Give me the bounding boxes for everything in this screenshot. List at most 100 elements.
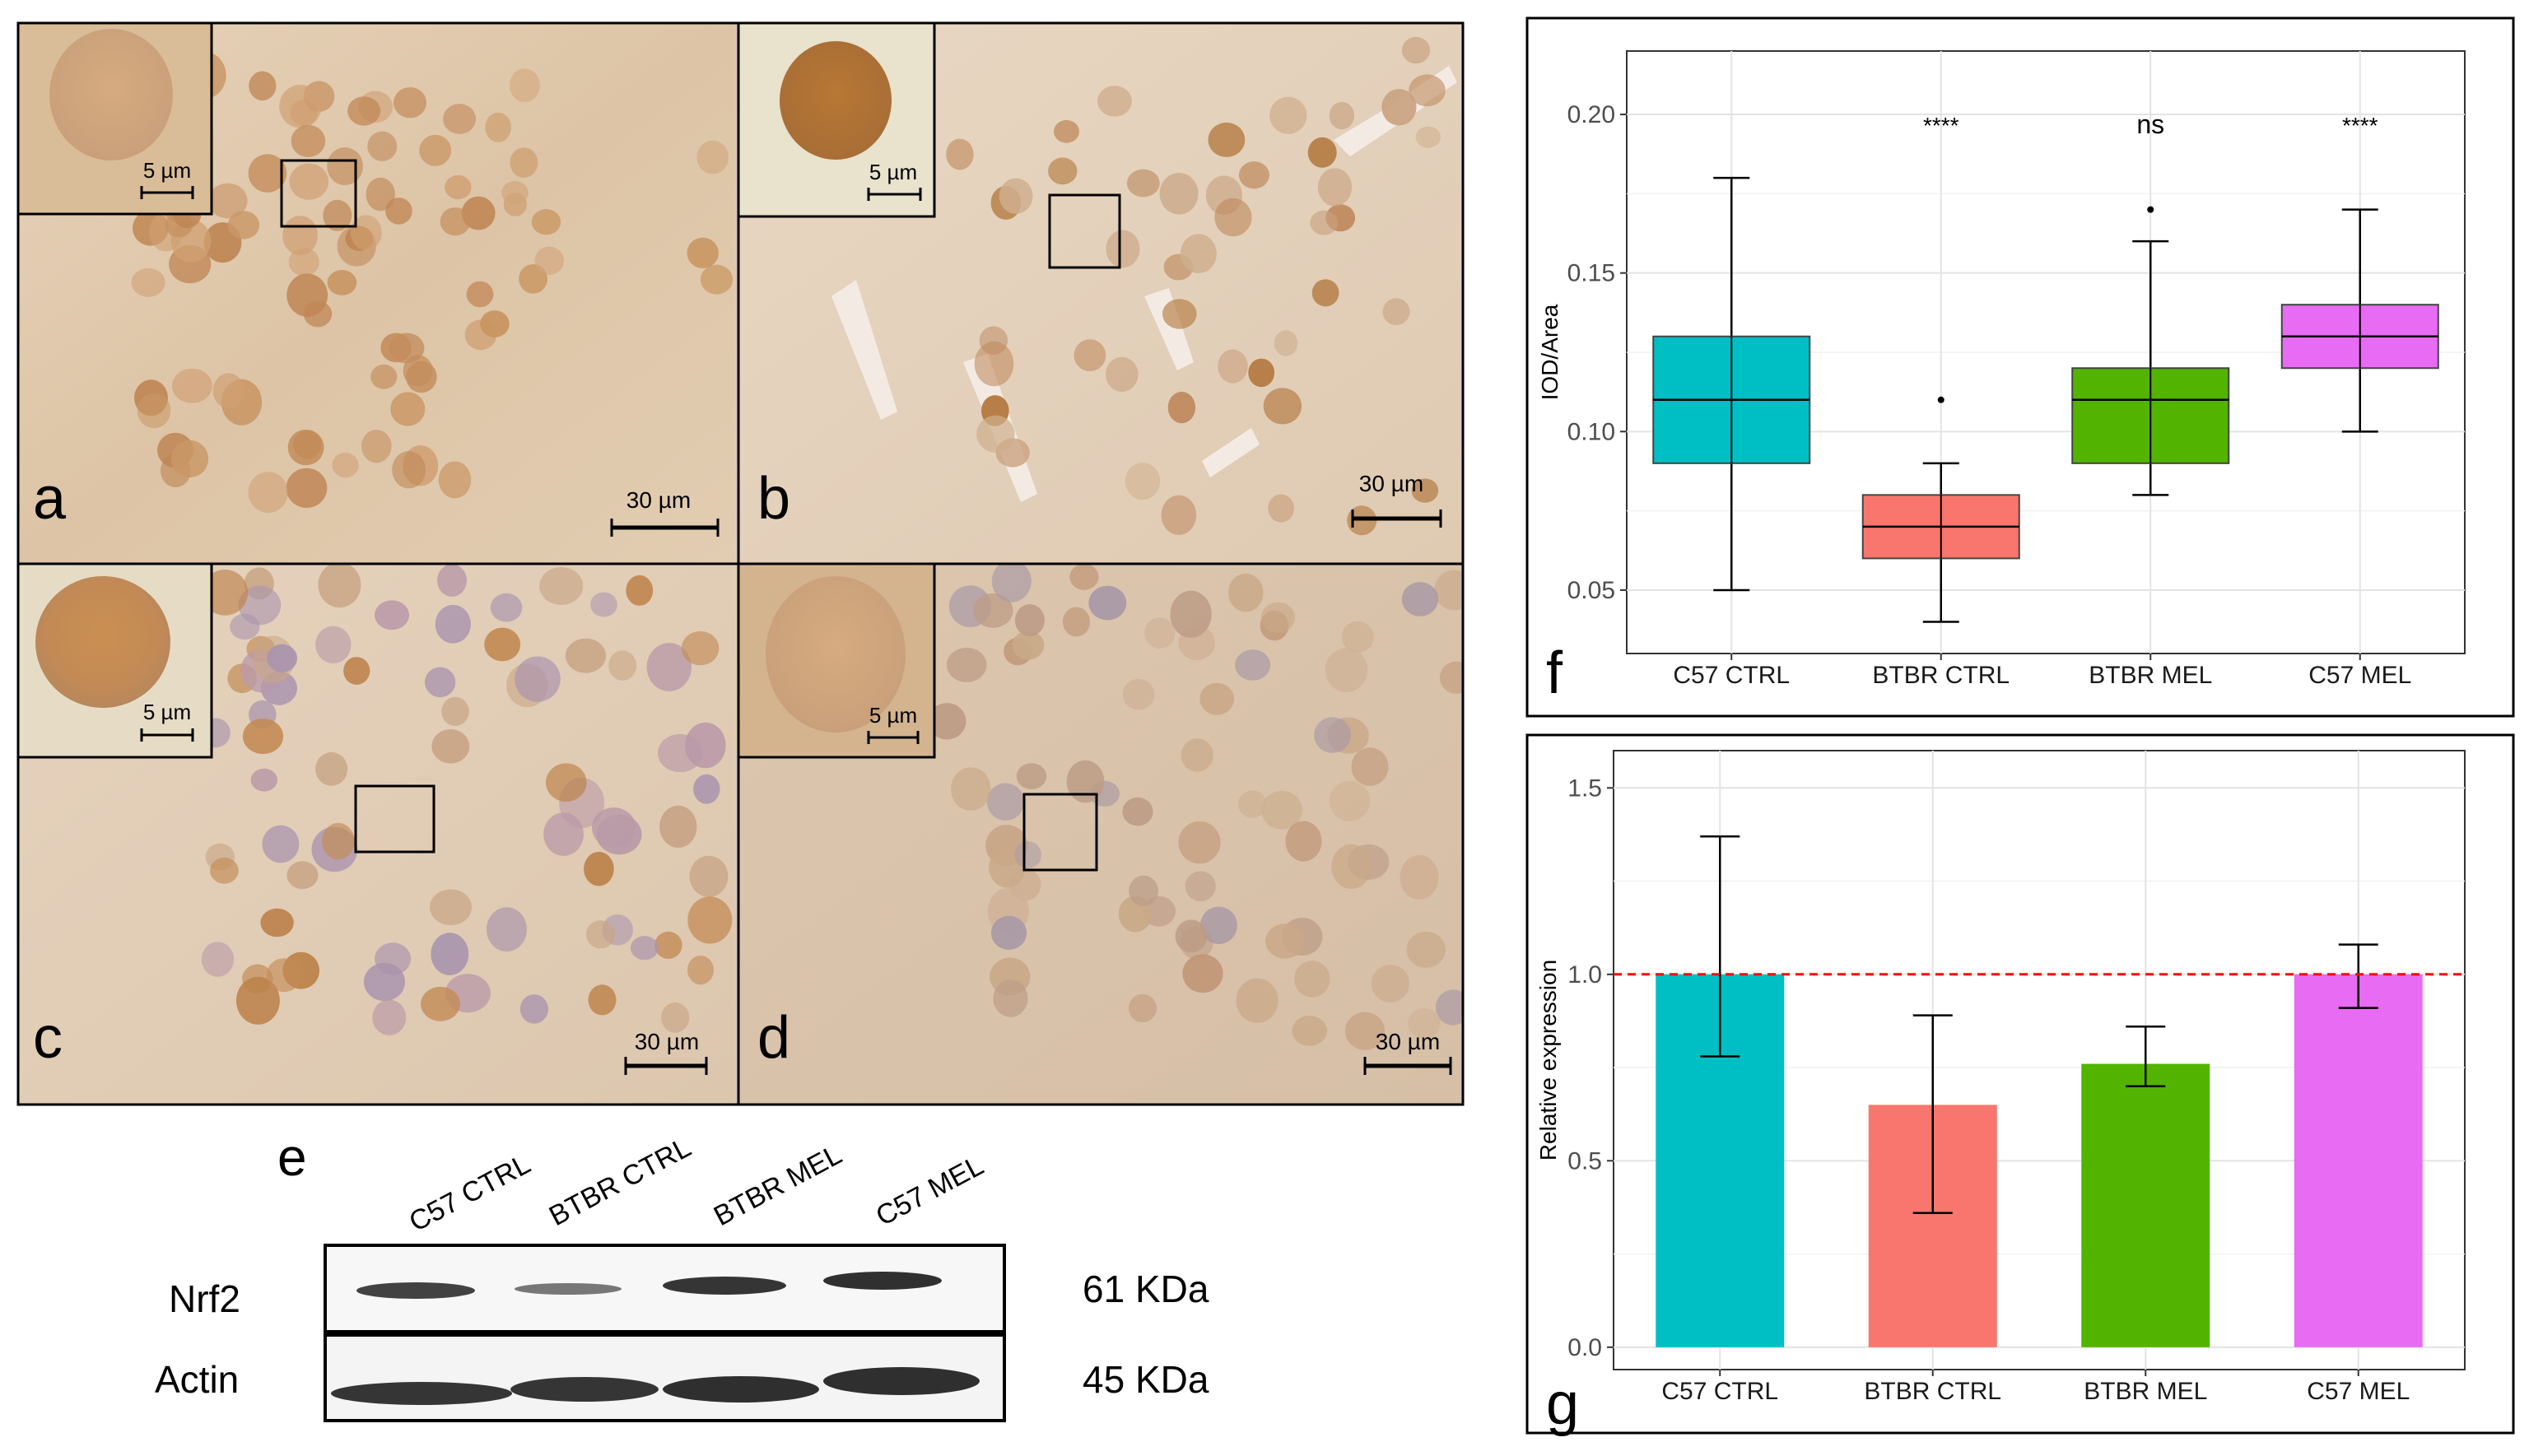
tissue-cell: [332, 452, 359, 478]
tissue-cell: [375, 600, 409, 630]
tissue-cell: [991, 564, 1032, 602]
chart-g-bar: [2081, 1063, 2210, 1347]
tissue-cell: [1274, 330, 1298, 356]
tissue-cell: [202, 570, 249, 616]
tissue-cell: [230, 613, 260, 640]
tissue-cell: [343, 657, 370, 685]
tissue-cell: [1314, 717, 1351, 753]
tissue-cell: [519, 994, 549, 1024]
tissue-cell: [443, 104, 477, 134]
tissue-cell: [1260, 602, 1295, 633]
tissue-cell: [137, 393, 171, 429]
tissue-cell: [1265, 923, 1305, 959]
tissue-cell: [1268, 494, 1294, 523]
tissue-cell: [286, 273, 328, 317]
tissue-cell: [1317, 168, 1353, 207]
tissue-cell: [696, 140, 729, 174]
blot-lane-label-2: BTBR CTRL: [544, 1132, 696, 1232]
chart-f-outlier: [1937, 396, 1944, 403]
tissue-cell: [546, 763, 587, 802]
blot-lane-label-1: C57 CTRL: [404, 1148, 536, 1238]
tissue-cell: [1269, 96, 1307, 134]
tissue-cell: [385, 198, 412, 225]
tissue-cell: [974, 341, 1014, 387]
tissue-cell: [235, 976, 280, 1025]
micrograph-panel-d: [738, 564, 1463, 1105]
tissue-cell: [1208, 122, 1246, 157]
tissue-cell: [1129, 875, 1158, 907]
tissue-cell: [687, 896, 733, 944]
tissue-cell: [646, 643, 692, 691]
chart-f-frame: [1525, 16, 2515, 718]
tissue-cell: [654, 931, 682, 959]
tissue-cell: [249, 71, 277, 101]
tissue-cell: [315, 751, 348, 786]
chart-g-panel: 0.0 0.5 1.0 1.5 Relative expression C57 CTRL B…: [1525, 733, 2515, 1437]
tissue-cell: [590, 592, 617, 617]
roi-box-c: [354, 784, 435, 854]
chart-g-ytick-label: 1.5: [1567, 775, 1602, 802]
scalebar-d: 30 µm: [1363, 1029, 1452, 1075]
inset-b-scale-label: 5 µm: [869, 160, 917, 184]
chart-f-significance-label: ns: [2136, 109, 2164, 139]
tissue-cell: [431, 933, 469, 975]
tissue-cell: [392, 451, 426, 489]
tissue-cell: [131, 267, 165, 297]
tissue-cell: [170, 440, 209, 478]
tissue-cell: [1409, 74, 1446, 107]
tissue-cell: [1016, 763, 1047, 789]
tissue-cell: [1415, 126, 1441, 148]
tissue-cell: [1170, 590, 1212, 638]
tissue-cell: [693, 774, 720, 804]
tissue-cell: [1434, 570, 1463, 611]
chart-f-panel: 0.05 0.10 0.15 0.20 IOD/Area C57 CTRL **** BTBR…: [1525, 16, 2515, 718]
tissue-cell: [1185, 871, 1216, 901]
tissue-cell: [370, 364, 398, 389]
tissue-cell: [366, 177, 395, 212]
inset-d: 5 µm: [737, 562, 936, 759]
panel-d-cells: [928, 564, 1463, 1050]
tissue-cell: [1178, 821, 1221, 864]
tissue-cell: [323, 199, 352, 231]
actin-band-1: [331, 1382, 512, 1405]
chart-g-ytick-label: 0.5: [1567, 1147, 1602, 1175]
tissue-cell: [1238, 161, 1269, 189]
tissue-cell: [282, 216, 318, 256]
tissue-cell: [431, 729, 470, 764]
chart-g-xtick-label: C57 CTRL: [1661, 1378, 1778, 1405]
tissue-cell: [212, 373, 245, 409]
panel-letter-a: a: [33, 466, 67, 532]
panel-letter-e: e: [277, 1128, 307, 1187]
tissue-cell: [347, 96, 381, 126]
tissue-cell: [1382, 298, 1410, 326]
tissue-cell: [1344, 1012, 1386, 1050]
tissue-cell: [1411, 478, 1439, 503]
tissue-cell: [1012, 630, 1045, 660]
tissue-cell: [539, 567, 584, 605]
tissue-cell: [1235, 649, 1271, 681]
tissue-cell: [1069, 564, 1099, 590]
chart-g-ytick-label: 0.0: [1567, 1334, 1602, 1361]
tissue-cell: [588, 984, 617, 1016]
chart-g-xtick-label: BTBR CTRL: [1864, 1378, 2001, 1405]
actin-band-3: [663, 1376, 819, 1403]
inset-c-scale-label: 5 µm: [143, 700, 191, 724]
chart-f-ytick-label: 0.20: [1567, 101, 1615, 128]
inset-c: 5 µm: [16, 562, 213, 759]
tissue-cell: [608, 650, 637, 681]
chart-g-ylabel: Relative expression: [1535, 960, 1561, 1161]
tissue-cell: [1248, 358, 1275, 388]
tissue-cell: [630, 936, 659, 961]
tissue-cell: [242, 719, 284, 755]
tissue-cell: [1218, 349, 1248, 384]
tissue-cell: [318, 564, 361, 608]
tissue-cell: [435, 604, 471, 644]
tissue-cell: [1088, 585, 1127, 621]
tissue-cell: [1125, 463, 1161, 500]
tissue-cell: [976, 415, 1015, 453]
chart-f-xtick-label: C57 MEL: [2308, 662, 2411, 689]
tissue-cell: [1159, 173, 1199, 215]
tissue-cell: [928, 703, 966, 740]
nrf2-band-2: [515, 1283, 622, 1295]
nrf2-band-4: [823, 1272, 942, 1290]
